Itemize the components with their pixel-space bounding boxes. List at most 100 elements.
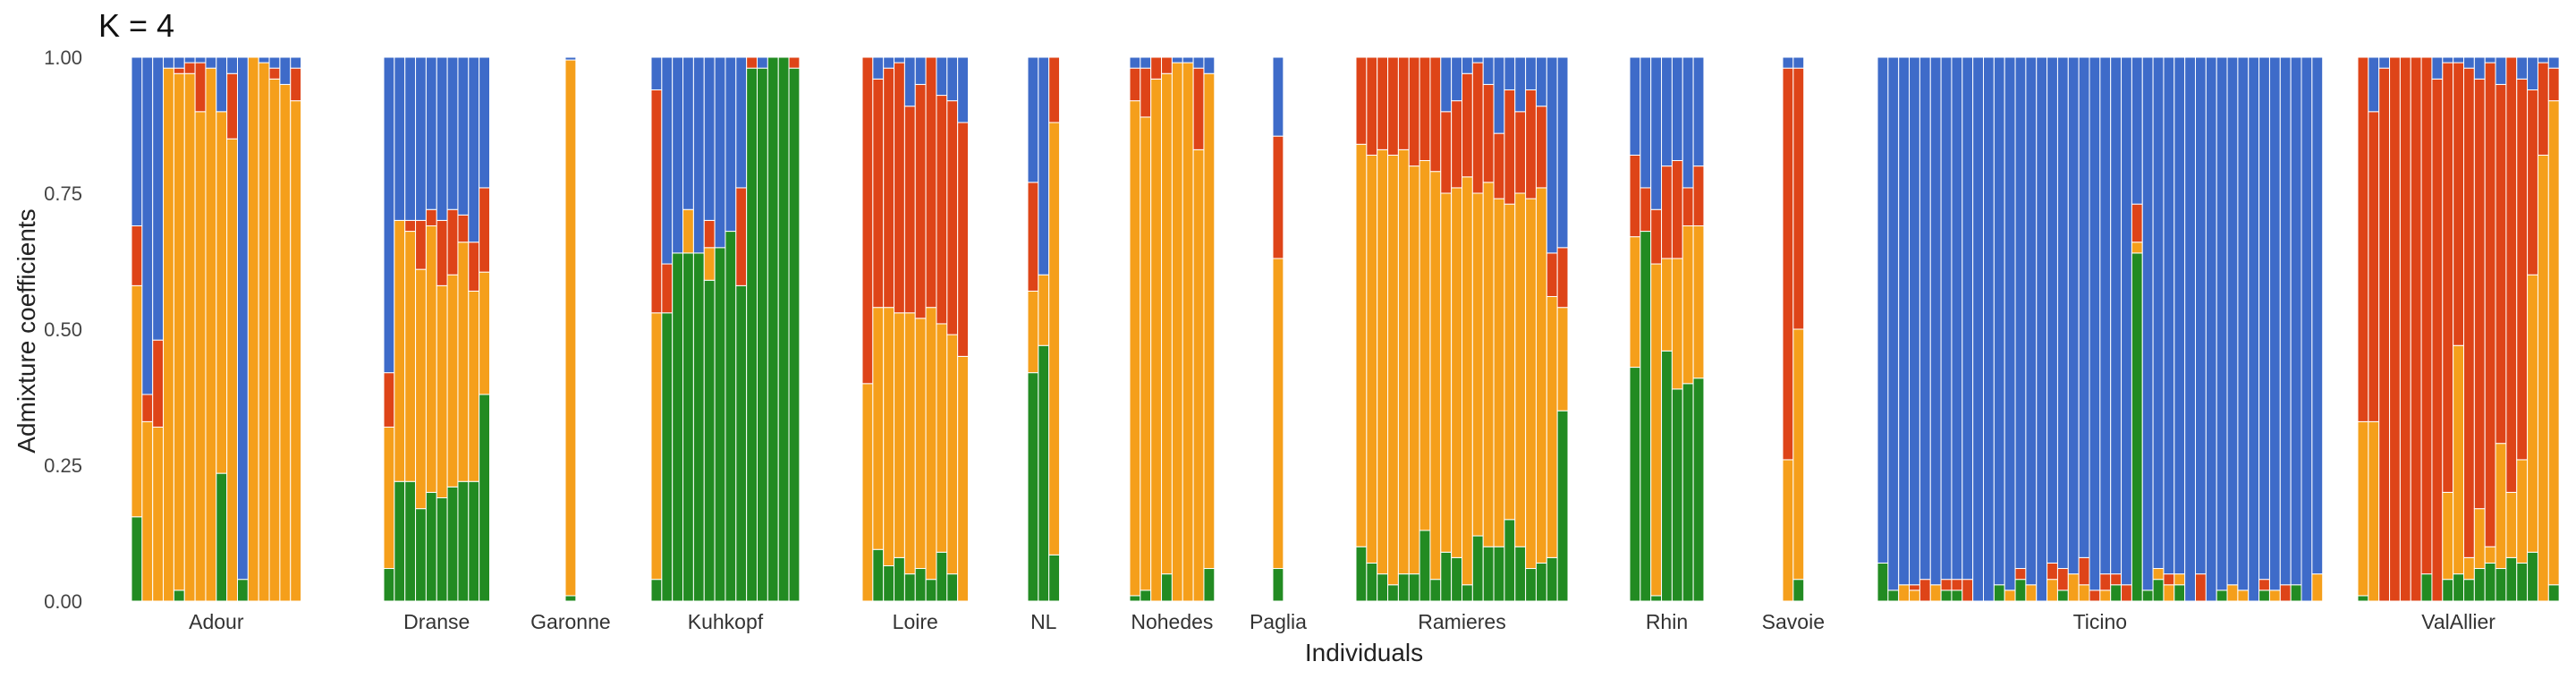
y-tick-label: 0.50 [44,318,82,341]
bar-segment-orange [457,242,470,482]
bar-segment-red [2258,579,2270,591]
bar-segment-green [564,595,577,602]
bar-segment-blue [1171,56,1183,64]
bar-segment-blue [2226,56,2239,586]
bar-segment-red [468,242,480,292]
bar-segment-orange [404,231,417,482]
bar-segment-red [1027,182,1039,292]
bar-segment-red [1387,56,1399,156]
bar-segment-blue [2141,56,2154,591]
group-label: Kuhkopf [688,610,764,633]
bar-segment-green [1366,562,1378,602]
y-tick-label: 0.75 [44,182,82,205]
bar-segment-red [650,89,663,314]
bar-segment-green [1462,584,1473,602]
bar-segment-orange [131,284,143,518]
group-label: Adour [189,610,244,633]
bar-segment-blue [1983,56,1995,602]
bar-segment-blue [682,56,694,210]
bar-segment-orange [2004,589,2016,602]
bar-segment-orange [2453,344,2464,575]
group-label: Garonne [530,610,611,633]
bar-segment-orange [1272,258,1284,570]
bar-segment-red [2495,83,2507,445]
bar-segment-red [2089,589,2101,602]
bar-segment-orange [1556,307,1569,411]
bar-segment-blue [1661,56,1673,167]
bar-segment-red [2399,56,2411,602]
bar-segment-red [872,78,885,309]
bar-segment-green [468,480,480,602]
bar-segment-orange [1546,296,1558,558]
bar-segment-blue [1525,56,1537,90]
bar-segment-red [1482,83,1495,183]
bar-segment-blue [2301,56,2313,602]
bar-segment-blue [2258,56,2270,581]
bar-segment-green [1408,573,1420,602]
bar-segment-red [1535,106,1547,189]
bar-segment-green [714,247,726,602]
bar-segment-red [661,263,674,314]
bar-segment-green [446,486,459,602]
bar-segment-blue [216,56,228,113]
bar-segment-green [1161,573,1173,602]
bar-segment-red [2484,62,2496,547]
bar-segment-green [1129,595,1141,602]
bar-segment-orange [2163,584,2175,602]
bar-segment-blue [1272,56,1284,137]
bar-segment-blue [724,56,737,233]
bar-segment-blue [1546,56,1558,254]
bar-segment-blue [1692,56,1705,167]
bar-segment-green [1940,589,1953,602]
bar-segment-red [1419,56,1431,162]
bar-segment-green [1535,562,1547,602]
bar-segment-orange [1150,78,1163,602]
bar-segment-red [2110,573,2123,586]
group-label: Nohedes [1131,610,1213,633]
bar-segment-green [1650,595,1663,602]
bar-segment-red [152,339,165,428]
bar-segment-orange [1161,72,1173,575]
bar-segment-blue [2195,56,2207,575]
bar-segment-blue [1027,56,1039,183]
bar-segment-orange [183,72,196,602]
bar-segment-red [404,219,417,233]
bar-segment-green [1877,562,1889,602]
bar-segment-orange [2505,491,2518,558]
bar-segment-blue [1493,56,1505,134]
bar-segment-blue [1203,56,1216,74]
bar-segment-red [2099,573,2112,591]
bar-segment-blue [2152,56,2165,570]
bar-segment-green [894,556,905,602]
bar-segment-blue [1940,56,1953,581]
bar-segment-orange [290,100,302,602]
bar-segment-red [2442,62,2454,493]
bar-segment-orange [2152,568,2165,581]
bar-segment-red [1792,67,1805,330]
bar-segment-blue [268,56,281,69]
bar-segment-blue [2453,56,2464,64]
bar-segment-orange [2463,556,2475,581]
bar-segment-green [216,472,228,602]
bar-segment-green [237,579,249,602]
bar-segment-green [703,279,716,602]
bar-segment-blue [425,56,437,210]
y-tick-label: 1.00 [44,47,82,69]
bar-segment-red [746,56,758,69]
group-loire [861,56,970,602]
bar-segment-blue [1951,56,1963,581]
bar-segment-red [788,56,801,69]
bar-segment-orange [1514,192,1527,547]
bar-segment-green [757,67,768,602]
bar-segment-blue [2205,56,2217,602]
bar-segment-blue [2046,56,2058,564]
bar-segment-green [1514,546,1527,602]
bar-segment-red [1546,252,1558,298]
bar-segment-red [1366,56,1378,156]
bar-segment-red [703,219,716,249]
bar-segment-blue [415,56,427,221]
bar-segment-orange [1929,584,1942,602]
bar-segment-blue [1887,56,1900,591]
bar-segment-orange [216,111,228,474]
bar-segment-orange [2484,546,2496,564]
